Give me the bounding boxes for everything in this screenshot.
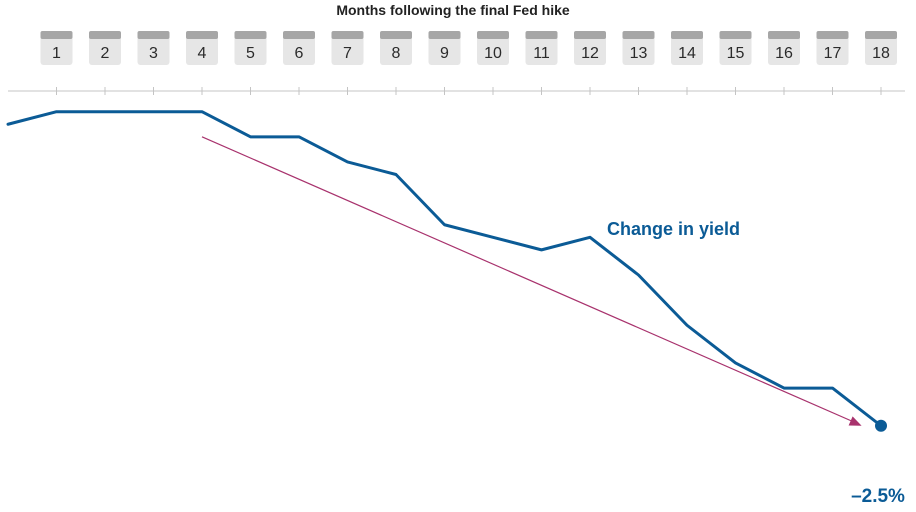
month-tab: 3 (137, 31, 170, 65)
month-tick-label: 10 (484, 45, 502, 62)
month-tick-label: 17 (824, 45, 842, 62)
month-tab-body (234, 31, 267, 65)
month-tab: 2 (89, 31, 121, 65)
month-tab-top (719, 31, 752, 39)
month-tab: 8 (380, 31, 412, 65)
month-tab-top (331, 31, 364, 39)
month-tab: 11 (525, 31, 558, 65)
month-tick-label: 16 (775, 45, 793, 62)
month-tab-body (331, 31, 364, 65)
end-value-label: –2.5% (851, 486, 905, 507)
month-tab: 9 (428, 31, 461, 65)
month-tab-top (234, 31, 267, 39)
month-tab-body (622, 31, 655, 65)
series-line (6, 110, 883, 428)
month-tab-body (719, 31, 752, 65)
month-tick-label: 9 (440, 45, 449, 62)
month-tab-top (428, 31, 461, 39)
x-axis (8, 87, 905, 95)
series-label: Change in yield (607, 219, 740, 239)
month-tick-label: 3 (149, 45, 158, 62)
month-tabs: 1 2 3 4 5 6 7 8 9 10 11 12 13 14 15 16 17 18 (40, 31, 897, 65)
chart-title: Months following the final Fed hike (336, 2, 570, 18)
month-tab: 12 (574, 31, 606, 65)
month-tab-body (380, 31, 412, 65)
month-tab: 17 (816, 31, 849, 65)
month-tick-label: 5 (246, 45, 255, 62)
trend-arrow-head (848, 416, 862, 426)
month-tab: 10 (477, 31, 509, 65)
month-tab-top (865, 31, 897, 39)
month-tick-label: 6 (295, 45, 304, 62)
month-tab-body (283, 31, 315, 65)
month-tab-top (768, 31, 800, 39)
month-tab: 7 (331, 31, 364, 65)
month-tab-top (622, 31, 655, 39)
month-tab-body (40, 31, 73, 65)
month-tick-label: 4 (198, 45, 207, 62)
month-tab-body (671, 31, 703, 65)
series-group (6, 110, 887, 432)
month-tick-label: 11 (533, 45, 550, 62)
month-tab: 6 (283, 31, 315, 65)
month-tab-top (380, 31, 412, 39)
month-tab-top (525, 31, 558, 39)
month-tab-body (768, 31, 800, 65)
month-tick-label: 12 (581, 45, 599, 62)
month-tab: 18 (865, 31, 897, 65)
month-tick-label: 8 (392, 45, 401, 62)
month-tick-label: 2 (101, 45, 110, 62)
month-tab-body (186, 31, 218, 65)
month-tab-top (283, 31, 315, 39)
month-tab-body (816, 31, 849, 65)
month-tab-body (137, 31, 170, 65)
month-tab-top (186, 31, 218, 39)
trend-arrow-group (201, 136, 862, 426)
month-tick-label: 15 (727, 45, 745, 62)
month-tab-body (865, 31, 897, 65)
month-tab-top (574, 31, 606, 39)
month-tab: 5 (234, 31, 267, 65)
month-tab-body (574, 31, 606, 65)
month-tab: 16 (768, 31, 800, 65)
month-tab: 15 (719, 31, 752, 65)
month-tab-top (477, 31, 509, 39)
month-tab: 13 (622, 31, 655, 65)
month-tab: 14 (671, 31, 703, 65)
month-tab: 1 (40, 31, 73, 65)
end-point-marker (875, 419, 887, 432)
month-tab: 4 (186, 31, 218, 65)
month-tab-top (816, 31, 849, 39)
month-tab-body (525, 31, 558, 65)
month-tick-label: 13 (630, 45, 648, 62)
month-tab-top (89, 31, 121, 39)
month-tab-top (671, 31, 703, 39)
month-tab-body (428, 31, 461, 65)
month-tick-label: 18 (872, 45, 890, 62)
month-tick-label: 7 (343, 45, 352, 62)
month-tick-label: 1 (52, 45, 61, 62)
month-tick-label: 14 (678, 45, 696, 62)
month-tab-top (137, 31, 170, 39)
month-tab-body (89, 31, 121, 65)
month-tab-body (477, 31, 509, 65)
trend-arrow-line (201, 136, 856, 424)
month-tab-top (40, 31, 73, 39)
